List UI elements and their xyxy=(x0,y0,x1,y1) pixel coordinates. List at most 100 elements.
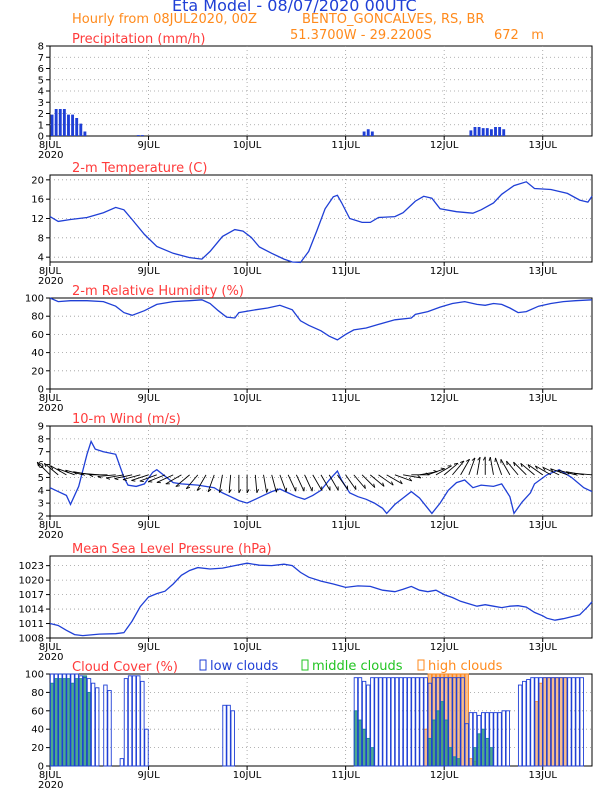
cloud-bar-low-clouds xyxy=(534,677,539,767)
panel-4 xyxy=(46,555,593,642)
x-year-label: 2020 xyxy=(38,780,63,791)
cloud-bar-low-clouds xyxy=(411,677,416,767)
x-tick-label: 8JUL xyxy=(39,266,62,277)
wind-barb-head xyxy=(97,476,102,479)
x-tick-label: 11JUL xyxy=(331,520,360,531)
panel-title: Mean Sea Level Pressure (hPa) xyxy=(72,542,272,557)
wind-barb-head xyxy=(527,464,531,469)
cloud-bar-low-clouds xyxy=(550,677,556,767)
cloud-bar-low-clouds xyxy=(493,712,498,767)
y-tick-label: 1011 xyxy=(19,619,44,630)
precip-bar xyxy=(62,109,66,136)
y-tick-label: 3 xyxy=(38,98,44,109)
wind-barb xyxy=(328,474,339,491)
cloud-bar-low-clouds xyxy=(70,673,75,767)
y-tick-label: 20 xyxy=(31,743,44,754)
cloud-bar-middle-clouds xyxy=(62,678,67,767)
y-tick-label: 16 xyxy=(31,195,44,206)
wind-barb-head xyxy=(550,468,554,473)
y-tick-label: 5 xyxy=(38,473,44,484)
cloud-bar-low-clouds xyxy=(481,712,486,767)
cloud-bar-low-clouds xyxy=(370,677,375,767)
wind-barb xyxy=(394,474,412,482)
wind-barb xyxy=(489,457,494,475)
cloud-bar-low-clouds xyxy=(62,673,67,767)
cloud-bar-low-clouds xyxy=(131,675,137,767)
wind-barb-head xyxy=(207,488,212,493)
x-tick-label: 9JUL xyxy=(137,266,160,277)
precip-bar xyxy=(481,128,485,136)
x-tick-label: 12JUL xyxy=(430,140,459,151)
wind-barb-head xyxy=(382,482,385,487)
cloud-bar-low-clouds xyxy=(390,677,396,767)
wind-barb-head xyxy=(122,479,127,481)
x-year-label: 2020 xyxy=(38,150,63,161)
y-tick-label: 12 xyxy=(31,214,44,225)
cloud-bar-low-clouds xyxy=(517,684,523,767)
wind-barb xyxy=(527,464,543,476)
station-name: BENTO_GONCALVES, RS, BR xyxy=(302,12,485,27)
precip-bar xyxy=(140,135,144,136)
cloud-bar-middle-clouds xyxy=(439,701,445,767)
cloud-bar-low-clouds xyxy=(366,684,371,767)
wind-barb xyxy=(513,461,527,476)
y-tick-label: 7 xyxy=(38,447,44,458)
y-tick-label: 1017 xyxy=(19,590,44,601)
cloud-bar-low-clouds xyxy=(497,712,502,767)
wind-barb-head xyxy=(460,460,465,463)
x-tick-label: 10JUL xyxy=(233,140,262,151)
wind-barb xyxy=(185,474,199,489)
wind-barb xyxy=(574,472,593,476)
cloud-bar-low-clouds xyxy=(78,675,83,767)
y-tick-label: 0 xyxy=(38,132,44,143)
precip-bar xyxy=(75,118,79,136)
station-coords: 51.3700W - 29.2200S xyxy=(290,28,432,43)
x-tick-label: 13JUL xyxy=(528,393,557,404)
y-tick-label: 80 xyxy=(31,312,44,323)
y-tick-label: 2 xyxy=(38,512,44,523)
cloud-bar-low-clouds xyxy=(415,677,420,767)
x-tick-label: 8JUL xyxy=(39,140,62,151)
wind-barb xyxy=(44,462,59,476)
wind-barb xyxy=(337,474,349,490)
x-tick-label: 13JUL xyxy=(528,140,557,151)
cloud-bar-low-clouds xyxy=(468,712,474,767)
cloud-bar-middle-clouds xyxy=(82,675,88,767)
cloud-bar-low-clouds xyxy=(353,677,359,767)
precip-bar xyxy=(498,127,502,136)
legend-swatch xyxy=(301,659,309,671)
wind-barb xyxy=(312,474,323,491)
wind-barb xyxy=(369,474,385,487)
cloud-bar-low-clouds xyxy=(542,677,547,767)
precip-bar xyxy=(54,109,58,136)
cloud-bar-low-clouds xyxy=(386,677,391,767)
cloud-bar-middle-clouds xyxy=(481,728,486,767)
cloud-bar-middle-clouds xyxy=(370,747,375,767)
wind-barb-head xyxy=(488,456,491,462)
wind-barb xyxy=(476,457,481,475)
x-tick-label: 11JUL xyxy=(331,770,360,781)
precip-bar xyxy=(473,127,477,136)
panel-frame xyxy=(49,425,593,517)
x-tick-label: 11JUL xyxy=(331,642,360,653)
cloud-bar-low-clouds xyxy=(103,684,108,767)
cloud-bar-low-clouds xyxy=(95,687,100,767)
cloud-bar-low-clouds xyxy=(575,677,580,767)
cloud-bar-low-clouds xyxy=(472,712,478,767)
precip-bar xyxy=(136,135,140,136)
panel-title: Precipitation (mm/h) xyxy=(72,32,205,47)
panel-frame xyxy=(49,297,593,390)
y-tick-label: 7 xyxy=(38,53,44,64)
series-line xyxy=(49,297,593,341)
cloud-bar-middle-clouds xyxy=(86,691,92,767)
cloud-bar-low-clouds xyxy=(559,677,564,767)
cloud-bar-low-clouds xyxy=(119,758,125,767)
cloud-bar-high-clouds xyxy=(464,673,469,767)
wind-barb xyxy=(320,474,331,491)
cloud-bar-low-clouds xyxy=(378,677,383,767)
cloud-bar-low-clouds xyxy=(140,680,145,767)
cloud-bar-low-clouds xyxy=(53,673,59,767)
cloud-bar-middle-clouds xyxy=(452,756,457,767)
x-tick-label: 9JUL xyxy=(137,770,160,781)
x-tick-label: 9JUL xyxy=(137,520,160,531)
